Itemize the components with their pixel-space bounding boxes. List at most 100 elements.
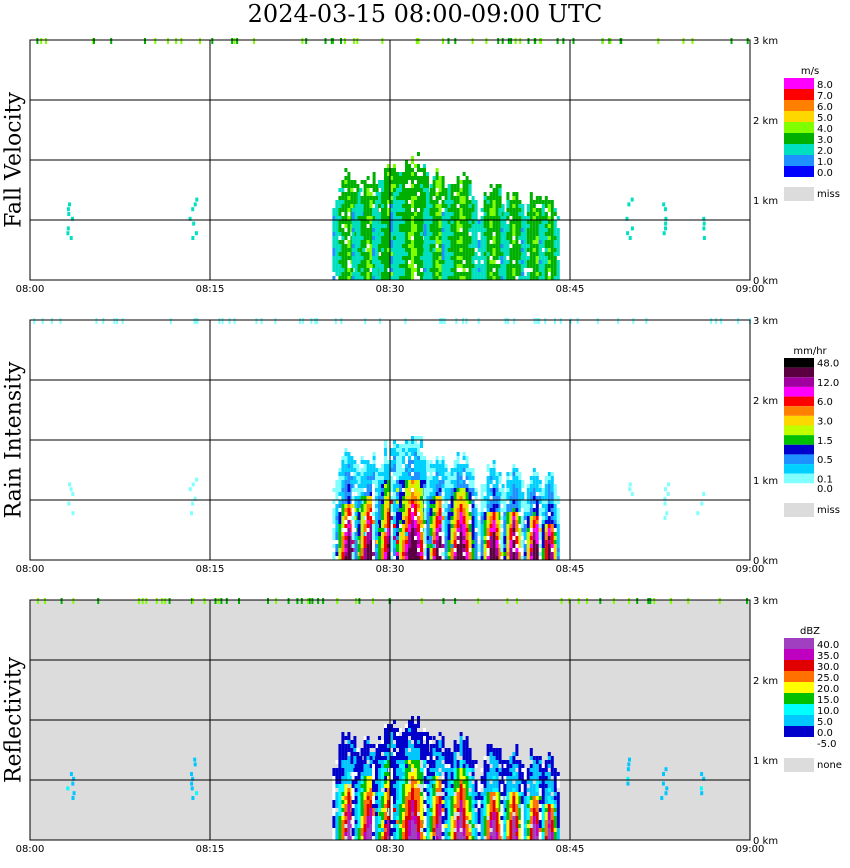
data-cell bbox=[372, 528, 375, 532]
data-cell bbox=[495, 192, 499, 196]
data-cell bbox=[459, 236, 463, 240]
data-cell bbox=[462, 504, 466, 508]
data-cell bbox=[444, 468, 448, 472]
data-cell bbox=[338, 544, 342, 548]
data-cell bbox=[492, 236, 496, 240]
data-cell bbox=[509, 228, 513, 232]
data-cell bbox=[515, 236, 519, 240]
data-cell bbox=[498, 512, 502, 516]
data-cell bbox=[486, 556, 490, 560]
data-cell bbox=[459, 232, 463, 236]
data-cell bbox=[501, 204, 505, 208]
data-cell bbox=[664, 487, 667, 492]
data-cell bbox=[489, 520, 493, 524]
data-cell bbox=[360, 216, 364, 220]
data-cell bbox=[344, 788, 348, 792]
data-cell bbox=[341, 832, 345, 836]
data-cell bbox=[435, 536, 439, 540]
data-cell bbox=[432, 212, 436, 216]
data-cell bbox=[506, 504, 510, 508]
data-cell bbox=[363, 268, 367, 272]
clutter-mark bbox=[299, 318, 301, 324]
data-cell bbox=[480, 264, 484, 268]
data-cell bbox=[378, 204, 381, 208]
data-cell bbox=[393, 184, 396, 188]
data-cell bbox=[468, 260, 472, 264]
data-cell bbox=[360, 548, 364, 552]
data-cell bbox=[550, 476, 554, 480]
data-cell bbox=[474, 256, 478, 260]
data-cell bbox=[489, 488, 493, 492]
data-cell bbox=[344, 516, 348, 520]
data-cell bbox=[351, 800, 355, 804]
data-cell bbox=[468, 256, 472, 260]
data-cell bbox=[438, 208, 442, 212]
data-cell bbox=[411, 544, 414, 548]
data-cell bbox=[423, 244, 427, 248]
data-cell bbox=[359, 188, 363, 192]
data-cell bbox=[351, 508, 355, 512]
data-cell bbox=[553, 248, 557, 252]
data-cell bbox=[347, 768, 351, 772]
data-cell bbox=[347, 468, 351, 472]
data-cell bbox=[541, 276, 545, 280]
data-cell bbox=[453, 260, 457, 264]
data-cell bbox=[351, 224, 355, 228]
clutter-mark bbox=[116, 318, 119, 324]
data-cell bbox=[366, 532, 370, 536]
data-cell bbox=[411, 532, 414, 536]
data-cell bbox=[390, 184, 393, 188]
data-cell bbox=[503, 216, 507, 220]
data-cell bbox=[387, 544, 390, 548]
data-cell bbox=[341, 836, 345, 840]
data-cell bbox=[378, 532, 381, 536]
data-cell bbox=[356, 248, 360, 252]
data-cell bbox=[447, 520, 451, 524]
data-cell bbox=[462, 556, 466, 560]
data-cell bbox=[375, 272, 378, 276]
data-cell bbox=[459, 248, 463, 252]
data-cell bbox=[351, 240, 355, 244]
data-cell bbox=[402, 472, 405, 476]
data-cell bbox=[492, 492, 496, 496]
data-cell bbox=[372, 472, 376, 476]
data-cell bbox=[390, 476, 393, 480]
data-cell bbox=[702, 221, 706, 226]
data-cell bbox=[465, 556, 469, 560]
data-cell bbox=[390, 524, 393, 528]
data-cell bbox=[547, 556, 551, 560]
data-cell bbox=[474, 252, 478, 256]
data-cell bbox=[453, 240, 457, 244]
data-cell bbox=[372, 524, 375, 528]
data-cell bbox=[468, 224, 472, 228]
data-cell bbox=[474, 540, 478, 544]
data-cell bbox=[506, 520, 510, 524]
data-cell bbox=[503, 540, 507, 544]
data-cell bbox=[359, 204, 363, 208]
data-cell bbox=[468, 212, 472, 216]
data-cell bbox=[477, 248, 481, 252]
data-cell bbox=[411, 224, 414, 228]
data-cell bbox=[332, 500, 336, 504]
data-cell bbox=[509, 204, 513, 208]
data-cell bbox=[338, 244, 342, 248]
data-cell bbox=[347, 808, 351, 812]
data-cell bbox=[411, 212, 414, 216]
data-cell bbox=[351, 792, 355, 796]
data-cell bbox=[538, 548, 542, 552]
data-cell bbox=[354, 524, 358, 528]
data-cell bbox=[335, 252, 339, 256]
data-cell bbox=[384, 544, 387, 548]
data-cell bbox=[453, 268, 457, 272]
data-cell bbox=[444, 200, 448, 204]
data-cell bbox=[363, 468, 367, 472]
data-cell bbox=[474, 220, 478, 224]
data-cell bbox=[518, 484, 522, 488]
data-cell bbox=[360, 532, 364, 536]
data-cell bbox=[341, 472, 345, 476]
data-cell bbox=[520, 540, 524, 544]
data-cell bbox=[393, 256, 396, 260]
data-cell bbox=[544, 548, 548, 552]
data-cell bbox=[515, 552, 519, 556]
data-cell bbox=[402, 532, 405, 536]
